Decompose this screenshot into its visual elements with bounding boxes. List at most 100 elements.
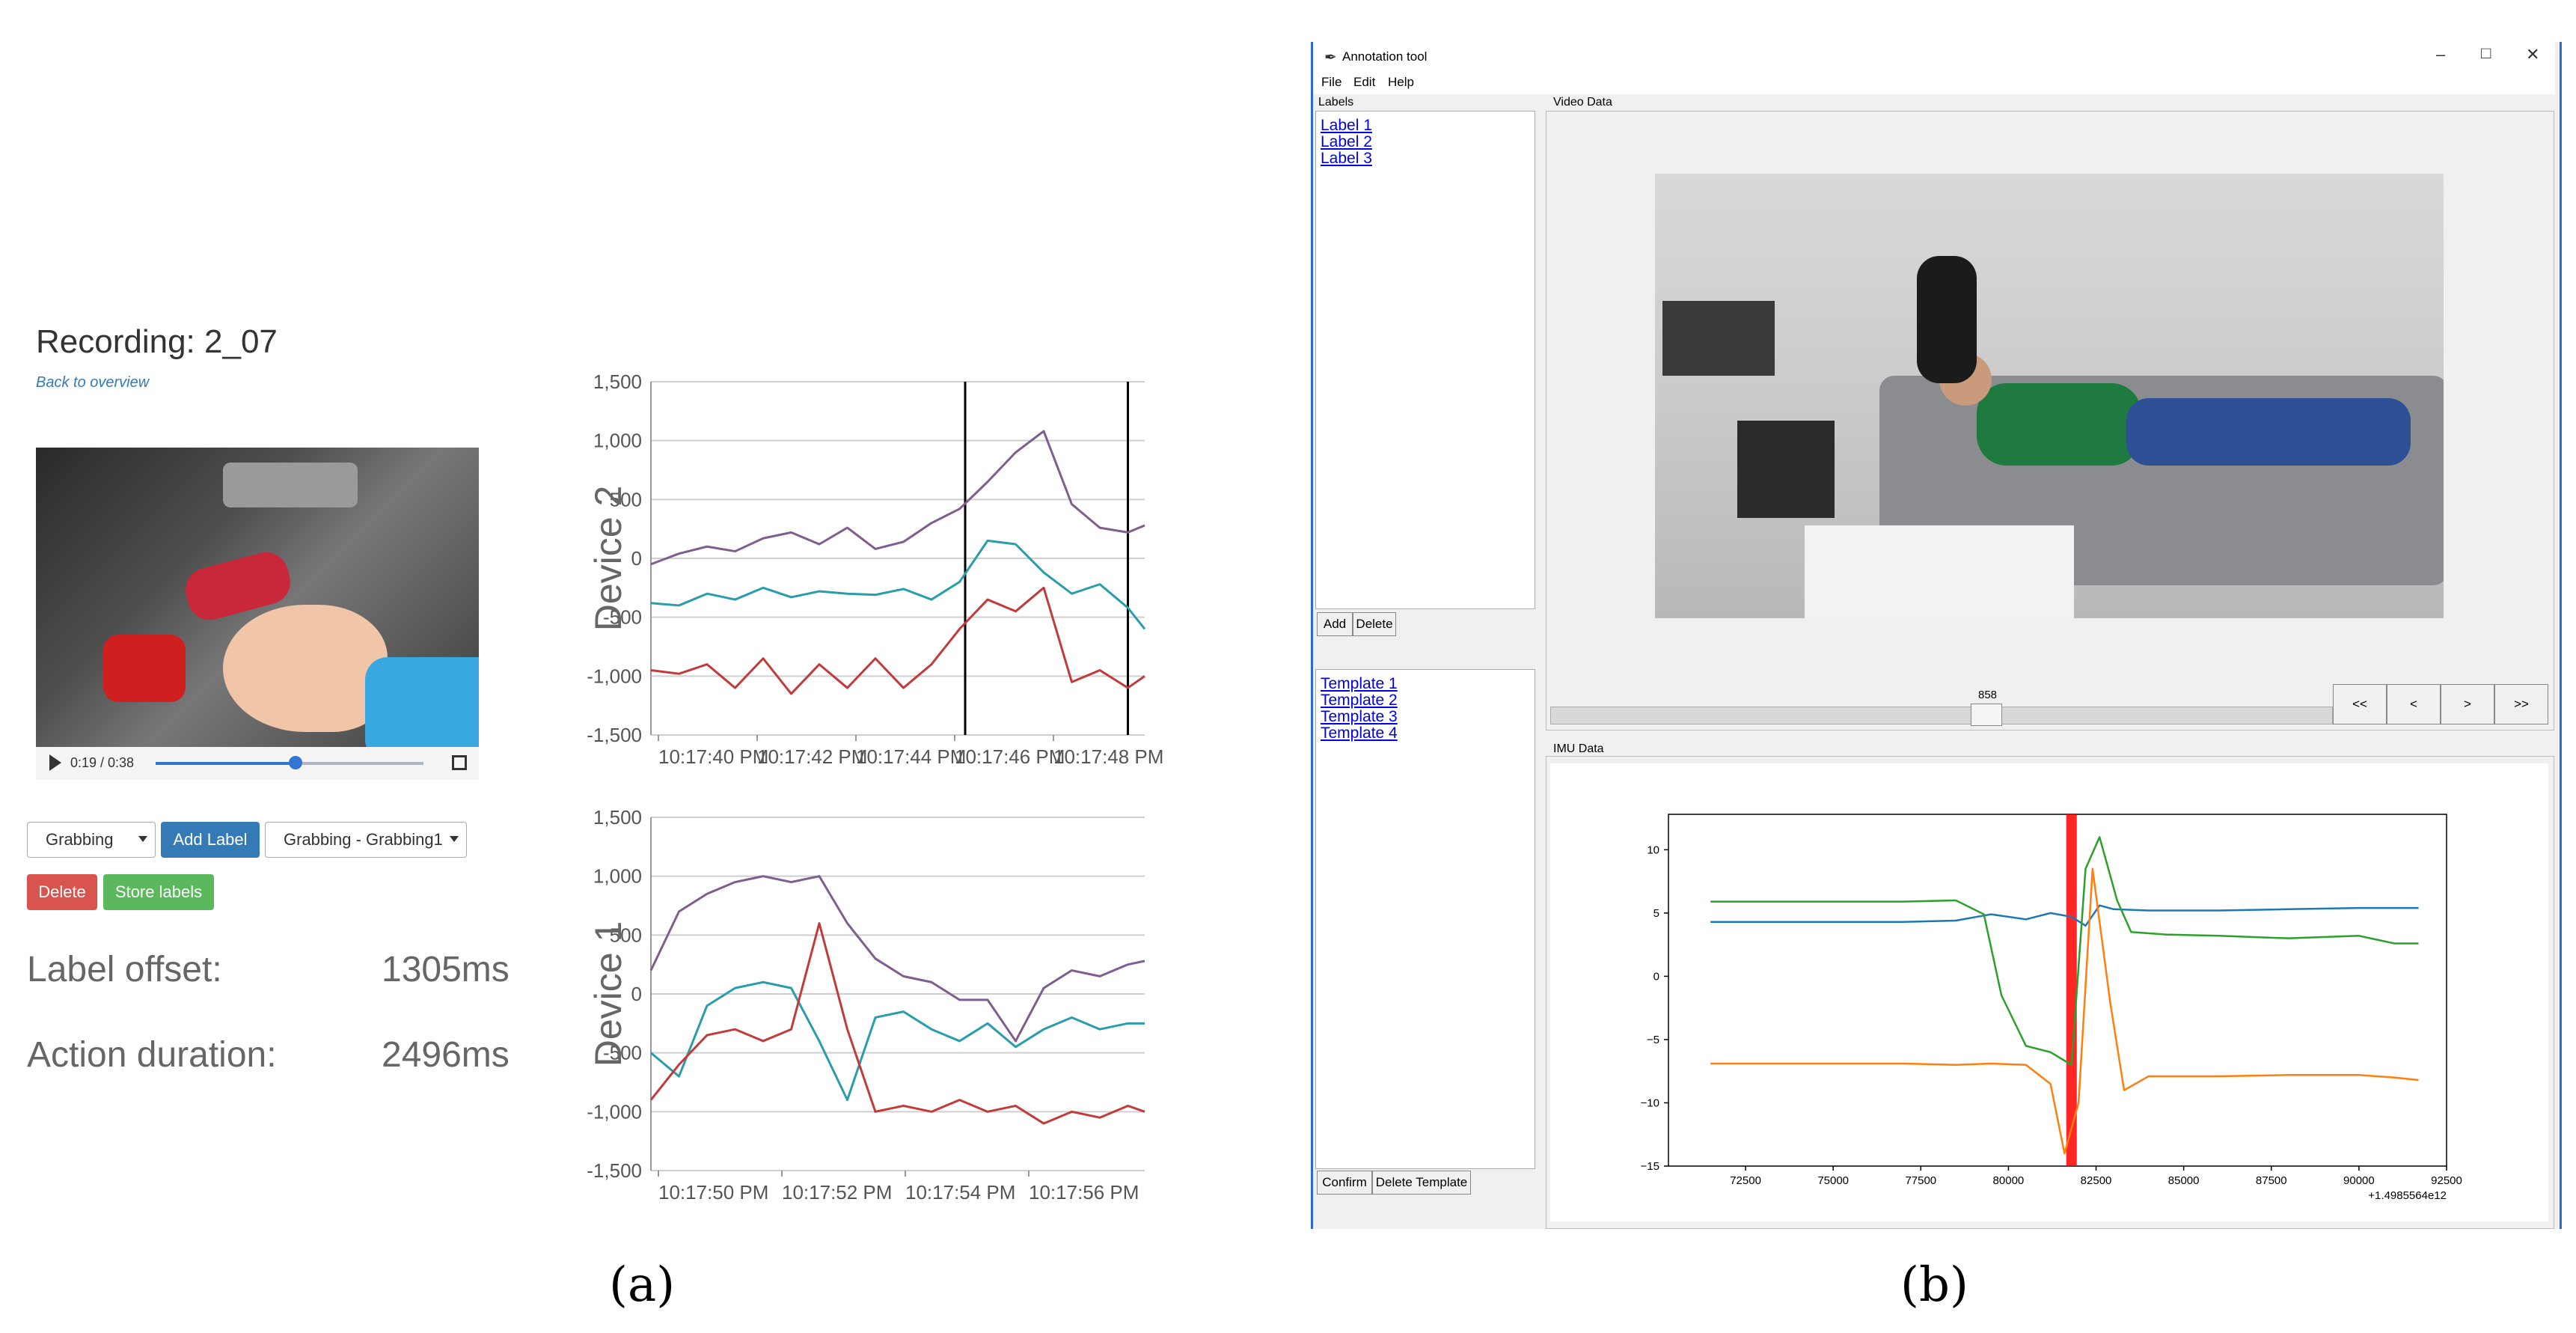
- caption-a: (a): [609, 1257, 676, 1313]
- window-title: Annotation tool: [1342, 49, 1428, 64]
- label-offset-value: 1305ms: [382, 950, 510, 989]
- video-hand: [223, 605, 388, 732]
- video-frame-image: [1655, 174, 2444, 618]
- y-tick-label: −15: [1641, 1160, 1659, 1173]
- x-tick-label: 72500: [1730, 1174, 1761, 1187]
- video-table: [1805, 525, 2074, 618]
- delete-template-button[interactable]: Delete Template: [1372, 1171, 1471, 1195]
- last-frame-button[interactable]: >>: [2494, 684, 2548, 725]
- imu-data-frame-title: IMU Data: [1552, 742, 1606, 756]
- imu-series-line-2: [1710, 836, 2419, 1066]
- page-title: Recording: 2_07: [36, 323, 278, 360]
- menu-file[interactable]: File: [1321, 75, 1342, 89]
- video-person-torso: [1977, 383, 2141, 466]
- y-tick-label: -500: [603, 1042, 642, 1064]
- frame-number: 858: [1978, 689, 1998, 701]
- video-person-legs: [2126, 398, 2411, 466]
- label-link-1[interactable]: Label 1: [1321, 117, 1372, 134]
- video-blue-object: [365, 657, 479, 747]
- x-tick-label: 10:17:52 PM: [782, 1181, 892, 1204]
- fullscreen-icon[interactable]: [452, 755, 467, 770]
- add-label-button[interactable]: Add Label: [161, 822, 260, 858]
- x-tick-label: 10:17:56 PM: [1029, 1181, 1139, 1204]
- y-tick-label: 0: [631, 547, 642, 570]
- labels-list[interactable]: [1315, 111, 1535, 609]
- first-frame-button[interactable]: <<: [2333, 684, 2387, 725]
- back-to-overview-link[interactable]: Back to overview: [36, 374, 150, 391]
- video-guitar-case: [1917, 256, 1977, 383]
- close-icon[interactable]: ✕: [2526, 45, 2540, 64]
- label-link-2[interactable]: Label 2: [1321, 133, 1372, 150]
- series-line-2: [650, 539, 1146, 630]
- x-tick-label: 87500: [2256, 1174, 2287, 1187]
- x-offset-label: +1.4985564e12: [2368, 1189, 2447, 1202]
- y-tick-label: −5: [1647, 1034, 1659, 1046]
- video-amp: [1737, 421, 1835, 518]
- store-labels-button[interactable]: Store labels: [103, 874, 214, 910]
- labels-frame-title: Labels: [1317, 96, 1356, 109]
- add-button[interactable]: Add: [1317, 612, 1353, 636]
- chevron-down-icon: [450, 836, 459, 842]
- frame-slider[interactable]: [1550, 707, 2333, 725]
- imu-series-line-1: [1710, 904, 2419, 927]
- label-select-value: Grabbing: [46, 830, 114, 849]
- video-player[interactable]: [36, 448, 479, 747]
- y-tick-label: 500: [610, 488, 642, 510]
- template-link-2[interactable]: Template 2: [1321, 692, 1398, 709]
- menu-edit[interactable]: Edit: [1353, 75, 1376, 89]
- x-tick-label: 10:17:50 PM: [658, 1181, 768, 1204]
- video-data-frame-title: Video Data: [1552, 96, 1614, 109]
- template-link-4[interactable]: Template 4: [1321, 725, 1398, 742]
- x-tick-label: 10:17:40 PM: [658, 745, 768, 768]
- y-axis-label: Device 2: [587, 486, 629, 632]
- series-line-3: [649, 922, 1145, 1125]
- y-tick-label: 1,500: [593, 370, 642, 393]
- y-tick-label: −10: [1641, 1096, 1659, 1109]
- video-time: 0:19 / 0:38: [70, 755, 135, 770]
- template-link-3[interactable]: Template 3: [1321, 708, 1398, 725]
- x-tick-label: 10:17:44 PM: [856, 745, 966, 768]
- y-tick-label: -500: [603, 606, 642, 629]
- title-bar: [1313, 42, 2555, 70]
- confirm-button[interactable]: Confirm: [1317, 1171, 1372, 1195]
- frame-slider-handle[interactable]: [1971, 704, 2002, 726]
- y-tick-label: -1,500: [587, 1159, 642, 1182]
- label-link-3[interactable]: Label 3: [1321, 150, 1372, 167]
- label-instance-select[interactable]: Grabbing - Grabbing1: [265, 822, 467, 858]
- action-duration-value: 2496ms: [382, 1035, 510, 1075]
- minimize-icon[interactable]: –: [2436, 45, 2446, 64]
- x-tick-label: 77500: [1905, 1174, 1936, 1187]
- video-shelf: [223, 463, 358, 507]
- x-tick-label: 10:17:54 PM: [905, 1181, 1015, 1204]
- templates-list[interactable]: [1315, 669, 1535, 1169]
- action-duration-label: Action duration:: [27, 1035, 277, 1075]
- y-tick-label: -1,000: [587, 665, 642, 687]
- y-tick-label: -1,000: [587, 1100, 642, 1123]
- x-tick-label: 75000: [1817, 1174, 1849, 1187]
- y-tick-label: 0: [1653, 970, 1659, 983]
- menu-bar: [1313, 70, 2555, 94]
- x-tick-label: 90000: [2343, 1174, 2375, 1187]
- x-tick-label: 92500: [2431, 1174, 2462, 1187]
- delete-label-button[interactable]: Delete: [1353, 612, 1396, 636]
- y-tick-label: 1,000: [593, 430, 642, 452]
- label-select[interactable]: Grabbing: [27, 822, 156, 858]
- next-frame-button[interactable]: >: [2441, 684, 2494, 725]
- template-link-1[interactable]: Template 1: [1321, 675, 1398, 692]
- y-tick-label: 500: [610, 924, 642, 946]
- y-tick-label: 1,500: [593, 806, 642, 829]
- prev-frame-button[interactable]: <: [2387, 684, 2441, 725]
- series-line-2: [650, 980, 1145, 1102]
- series-line-3: [650, 586, 1145, 695]
- feather-icon: ✒: [1324, 49, 1337, 66]
- y-axis-label: Device 1: [587, 921, 629, 1067]
- menu-help[interactable]: Help: [1388, 75, 1414, 89]
- video-red-object: [103, 635, 186, 702]
- maximize-icon[interactable]: □: [2481, 43, 2491, 62]
- play-icon[interactable]: [49, 754, 61, 771]
- y-tick-label: 0: [631, 983, 642, 1005]
- highlight-span: [2066, 814, 2077, 1166]
- imu-series-line-3: [1710, 867, 2419, 1155]
- delete-button[interactable]: Delete: [27, 874, 97, 910]
- video-seek-handle[interactable]: [289, 756, 302, 769]
